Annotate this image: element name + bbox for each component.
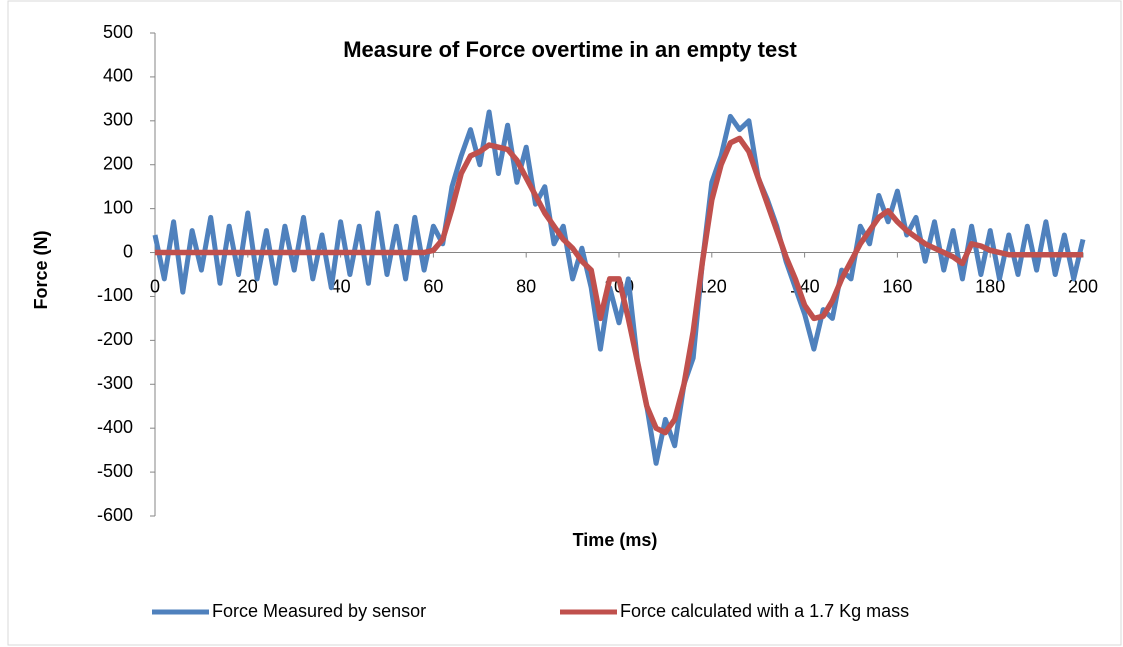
x-tick-label: 120 (697, 276, 727, 296)
y-tick-label: -100 (97, 285, 133, 305)
x-tick-label: 60 (423, 276, 443, 296)
chart-border (7, 0, 1122, 646)
y-tick-label: -600 (97, 505, 133, 525)
x-tick-label: 20 (238, 276, 258, 296)
x-tick-label: 40 (331, 276, 351, 296)
x-tick-label: 200 (1068, 276, 1098, 296)
y-axis-label: Force (N) (31, 230, 51, 309)
y-tick-label: 500 (103, 22, 133, 42)
y-tick-label: 200 (103, 153, 133, 173)
x-tick-label: 180 (975, 276, 1005, 296)
series-line (155, 135, 1083, 436)
y-tick-label: 300 (103, 110, 133, 130)
y-tick-label: -500 (97, 461, 133, 481)
x-axis-label: Time (ms) (573, 530, 658, 550)
y-tick-label: 400 (103, 66, 133, 86)
y-tick-label: -200 (97, 329, 133, 349)
x-tick-label: 0 (150, 276, 160, 296)
y-tick-label: 0 (123, 241, 133, 261)
x-tick-label: 160 (882, 276, 912, 296)
y-tick-label: 100 (103, 197, 133, 217)
x-tick-label: 80 (516, 276, 536, 296)
legend-label: Force calculated with a 1.7 Kg mass (620, 601, 909, 621)
legend-label: Force Measured by sensor (212, 601, 426, 621)
chart-title: Measure of Force overtime in an empty te… (343, 37, 797, 62)
y-tick-label: -400 (97, 417, 133, 437)
y-tick-label: -300 (97, 373, 133, 393)
